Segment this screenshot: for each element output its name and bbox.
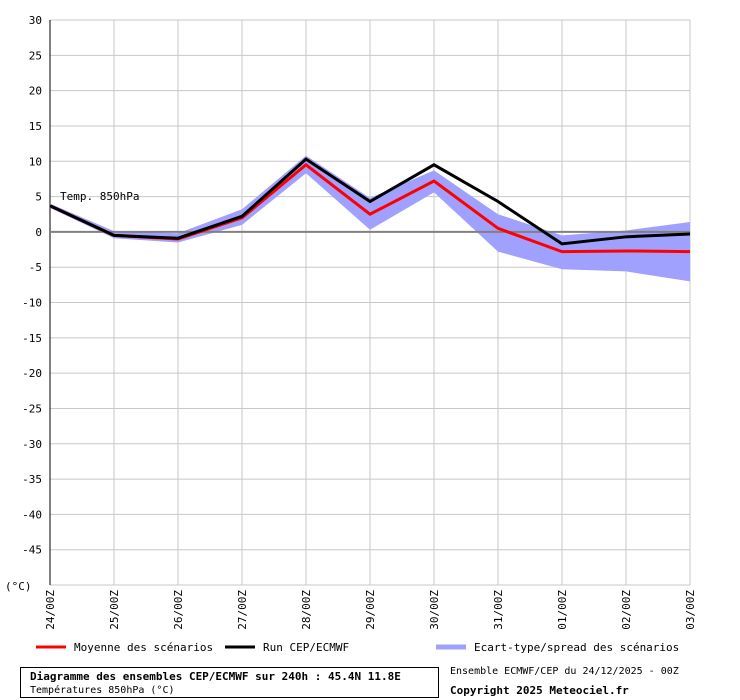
x-tick-label: 27/00Z bbox=[236, 590, 249, 630]
x-tick-label: 26/00Z bbox=[172, 590, 185, 630]
y-tick-label: 30 bbox=[29, 14, 42, 27]
spread-band bbox=[50, 155, 690, 282]
legend: Moyenne des scénarios Run CEP/ECMWF Ecart-… bbox=[36, 641, 679, 654]
y-tick-label: -25 bbox=[22, 402, 42, 415]
y-tick-label: 0 bbox=[35, 226, 42, 239]
y-tick-labels: 30 25 20 15 10 5 0 -5 -10 -15 -20 -25 -30 -35 -40 -45 bbox=[22, 14, 42, 557]
y-tick-label: 15 bbox=[29, 120, 42, 133]
legend-mean-swatch bbox=[36, 645, 66, 649]
x-tick-label: 30/00Z bbox=[428, 590, 441, 630]
y-tick-label: -45 bbox=[22, 544, 42, 557]
run-series-line bbox=[49, 157, 691, 246]
y-tick-label: -20 bbox=[22, 367, 42, 380]
y-unit-label: (°C) bbox=[5, 580, 32, 593]
spread-band-layer bbox=[50, 155, 690, 282]
chart-title: Diagramme des ensembles CEP/ECMWF sur 24… bbox=[30, 670, 401, 683]
x-tick-label: 02/00Z bbox=[620, 590, 633, 630]
x-tick-label: 31/00Z bbox=[492, 590, 505, 630]
y-tick-label: -40 bbox=[22, 508, 42, 521]
temp-850hpa-annotation: Temp. 850hPa bbox=[60, 190, 139, 203]
grid bbox=[49, 19, 691, 586]
x-tick-label: 01/00Z bbox=[556, 590, 569, 630]
run-info: Ensemble ECMWF/CEP du 24/12/2025 - 00Z bbox=[450, 666, 679, 677]
legend-run-swatch bbox=[225, 645, 255, 649]
y-tick-label: 10 bbox=[29, 155, 42, 168]
legend-spread-label: Ecart-type/spread des scénarios bbox=[474, 641, 679, 654]
x-tick-label: 28/00Z bbox=[300, 590, 313, 630]
y-tick-label: -10 bbox=[22, 297, 42, 310]
y-tick-label: -15 bbox=[22, 332, 42, 345]
title-box: Diagramme des ensembles CEP/ECMWF sur 24… bbox=[20, 667, 439, 698]
y-tick-label: 20 bbox=[29, 85, 42, 98]
y-tick-label: 25 bbox=[29, 49, 42, 62]
y-tick-label: 5 bbox=[35, 191, 42, 204]
legend-mean-label: Moyenne des scénarios bbox=[74, 641, 213, 654]
x-tick-label: 29/00Z bbox=[364, 590, 377, 630]
copyright: Copyright 2025 Meteociel.fr bbox=[450, 684, 629, 697]
chart-subtitle: Températures 850hPa (°C) bbox=[30, 685, 175, 696]
x-tick-labels: 24/00Z 25/00Z 26/00Z 27/00Z 28/00Z 29/00Z 30/0… bbox=[44, 590, 697, 630]
y-tick-label: -30 bbox=[22, 438, 42, 451]
legend-spread-swatch bbox=[436, 644, 466, 650]
x-tick-label: 24/00Z bbox=[44, 590, 57, 630]
series-layer bbox=[49, 157, 691, 254]
y-tick-label: -5 bbox=[29, 261, 42, 274]
x-tick-label: 25/00Z bbox=[108, 590, 121, 630]
x-tick-label: 03/00Z bbox=[684, 590, 697, 630]
legend-run-label: Run CEP/ECMWF bbox=[263, 641, 349, 654]
y-tick-label: -35 bbox=[22, 473, 42, 486]
